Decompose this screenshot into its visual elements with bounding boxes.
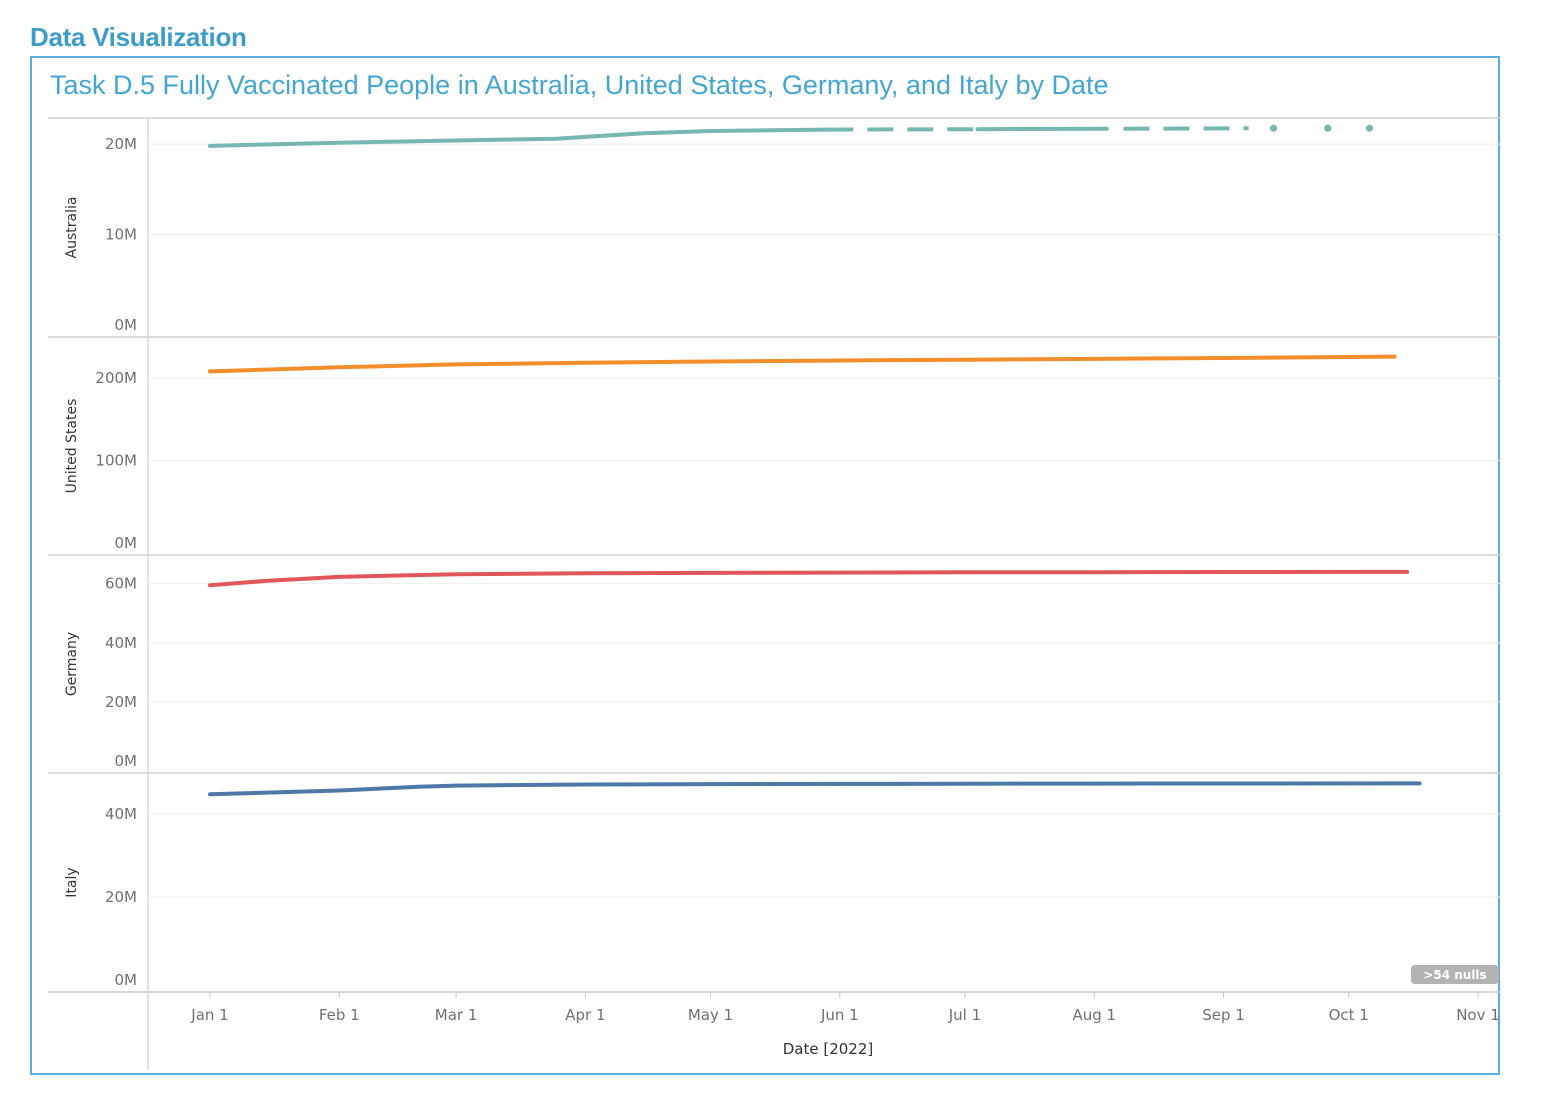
x-tick-label: Sep 1: [1202, 1006, 1245, 1024]
chart-title: Task D.5 Fully Vaccinated People in Aust…: [50, 70, 1109, 100]
y-tick-label: 40M: [105, 805, 137, 823]
series-line-australia: [208, 127, 830, 148]
y-tick-label: 40M: [105, 634, 137, 652]
series-line-australia: [975, 126, 1109, 132]
series-point-australia: [1324, 124, 1332, 132]
x-tick-label: Aug 1: [1072, 1006, 1116, 1024]
series-line-united-states: [208, 354, 1397, 374]
y-tick-label: 20M: [105, 888, 137, 906]
y-tick-label: 200M: [95, 369, 137, 387]
nulls-badge[interactable]: >54 nulls: [1411, 965, 1499, 984]
series-line-italy: [208, 781, 1422, 797]
series-point-australia: [1365, 124, 1374, 132]
row-label-australia: Australia: [64, 197, 80, 259]
y-tick-label: 60M: [105, 575, 137, 593]
row-label-germany: Germany: [64, 632, 80, 696]
x-tick-label: Jun 1: [820, 1006, 859, 1024]
x-tick-label: Feb 1: [319, 1006, 360, 1024]
y-tick-label: 0M: [115, 752, 138, 770]
y-tick-label: 0M: [115, 971, 138, 989]
visualization-frame: [30, 56, 1500, 1075]
y-tick-label: 20M: [105, 135, 137, 153]
section-heading: Data Visualization: [30, 22, 247, 52]
y-tick-label: 0M: [115, 316, 138, 334]
row-label-italy: Italy: [64, 867, 80, 897]
y-tick-label: 10M: [105, 226, 137, 244]
nulls-badge-bg: [1411, 965, 1499, 984]
x-tick-label: Oct 1: [1329, 1006, 1369, 1024]
x-tick-label: Jul 1: [948, 1006, 981, 1024]
y-tick-label: 100M: [95, 452, 137, 470]
x-tick-label: Mar 1: [435, 1006, 478, 1024]
x-axis-title: Date [2022]: [783, 1040, 874, 1058]
x-tick-label: Apr 1: [565, 1006, 605, 1024]
y-tick-label: 20M: [105, 693, 137, 711]
series-point-australia: [1270, 124, 1278, 132]
x-tick-label: Nov 1: [1456, 1006, 1500, 1024]
series-line-germany: [208, 569, 1410, 588]
nulls-badge-label: >54 nulls: [1423, 968, 1486, 982]
row-label-united-states: United States: [64, 399, 80, 494]
y-tick-label: 0M: [115, 534, 138, 552]
x-tick-label: May 1: [688, 1006, 733, 1024]
x-tick-label: Jan 1: [190, 1006, 228, 1024]
